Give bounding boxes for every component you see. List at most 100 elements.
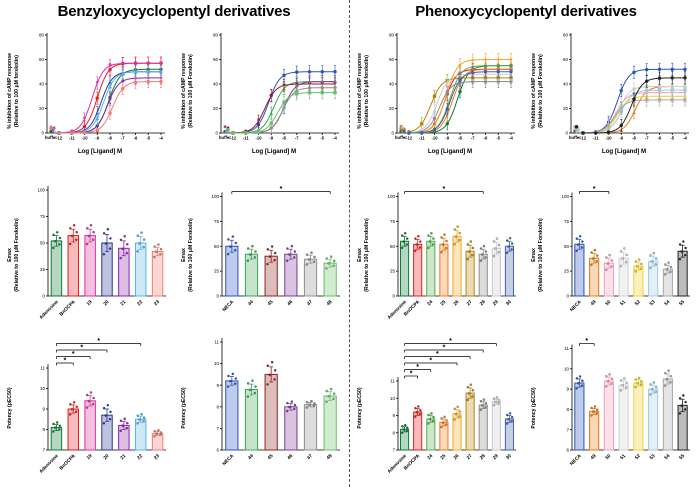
svg-text:8: 8 <box>392 430 395 435</box>
svg-text:20: 20 <box>39 106 45 111</box>
svg-text:7: 7 <box>392 448 395 453</box>
svg-text:-8: -8 <box>632 136 636 141</box>
svg-text:8: 8 <box>216 404 219 409</box>
svg-text:-5: -5 <box>496 136 500 141</box>
svg-text:-10: -10 <box>431 136 438 141</box>
svg-text:0: 0 <box>215 131 218 136</box>
svg-text:45: 45 <box>267 453 275 461</box>
svg-text:28: 28 <box>479 453 487 461</box>
chart-potency-phenoxy-neca: Potency (pEC50) 6 7 8 9 10 11 NECA 49 50 51 52 53 54… <box>528 332 698 484</box>
svg-text:Adenosine: Adenosine <box>38 299 60 321</box>
svg-text:22: 22 <box>136 453 144 461</box>
svg-text:-6: -6 <box>308 136 312 141</box>
svg-text:100: 100 <box>561 194 569 199</box>
emax-bar-plot: 0 25 50 75 100 NECA 44 45 46 47 48 * <box>211 186 340 313</box>
svg-text:51: 51 <box>619 299 627 307</box>
chart-potency-benzyloxy-adenosine: Potency (pEC50) 7 8 9 10 11 Adenosine BnOCPA 19… <box>4 332 174 484</box>
svg-text:-5: -5 <box>320 136 324 141</box>
emax-bar-plot: 0 25 50 75 100 Adenosine BnOCPA 19 20 21 22 23 <box>37 186 166 321</box>
svg-text:*: * <box>80 345 83 352</box>
svg-text:-10: -10 <box>255 136 262 141</box>
svg-text:Adenosine: Adenosine <box>386 453 408 475</box>
svg-text:50: 50 <box>40 241 46 246</box>
svg-text:25: 25 <box>390 269 396 274</box>
svg-text:NECA: NECA <box>221 453 235 467</box>
svg-text:-12: -12 <box>230 136 237 141</box>
svg-text:8: 8 <box>566 407 569 412</box>
svg-text:40: 40 <box>389 82 395 87</box>
svg-text:0: 0 <box>565 131 568 136</box>
svg-text:*: * <box>410 371 413 378</box>
svg-text:0: 0 <box>42 294 45 299</box>
svg-text:52: 52 <box>634 453 642 461</box>
svg-text:*: * <box>416 364 419 371</box>
svg-text:*: * <box>593 186 596 193</box>
svg-text:23: 23 <box>153 453 161 461</box>
svg-text:-5: -5 <box>670 136 674 141</box>
svg-text:-10: -10 <box>605 136 612 141</box>
svg-text:0: 0 <box>216 294 219 299</box>
svg-text:100: 100 <box>387 194 395 199</box>
x-axis-label: Log [Ligand] M <box>427 148 473 155</box>
svg-text:46: 46 <box>286 453 294 461</box>
y-axis-label: % inhibition of cAMP response (Relative … <box>531 53 544 129</box>
svg-text:60: 60 <box>213 57 219 62</box>
y-axis-label: Potency (pEC50) <box>181 387 187 429</box>
svg-text:40: 40 <box>39 82 45 87</box>
svg-text:-8: -8 <box>458 136 462 141</box>
svg-text:20: 20 <box>102 299 110 307</box>
svg-text:44: 44 <box>247 453 255 461</box>
svg-text:NECA: NECA <box>569 453 583 467</box>
svg-text:10: 10 <box>564 366 570 371</box>
chart-emax-benzyloxy-adenosine: Emax (Relative to 100 μM Forskolin) 0 25 5… <box>4 180 174 330</box>
svg-text:50: 50 <box>604 299 612 307</box>
potency-bar-plot: 6 7 8 9 10 11 NECA 49 50 51 52 53 54 55 * <box>564 338 690 467</box>
svg-text:-8: -8 <box>108 136 112 141</box>
svg-text:75: 75 <box>564 219 570 224</box>
svg-text:60: 60 <box>389 57 395 62</box>
svg-text:53: 53 <box>649 299 657 307</box>
svg-text:-12: -12 <box>56 136 63 141</box>
svg-text:BnOCPA: BnOCPA <box>58 299 77 318</box>
svg-text:9: 9 <box>216 383 219 388</box>
chart-emax-phenoxy-neca: Emax (Relative to 100 μM Forskolin) 0 25 5… <box>528 180 698 330</box>
svg-text:10: 10 <box>214 361 220 366</box>
svg-text:0: 0 <box>392 294 395 299</box>
svg-text:11: 11 <box>214 340 219 345</box>
svg-text:-6: -6 <box>134 136 138 141</box>
svg-text:55: 55 <box>678 453 686 461</box>
svg-text:47: 47 <box>306 453 314 461</box>
svg-text:*: * <box>443 345 446 352</box>
svg-text:20: 20 <box>563 106 569 111</box>
svg-text:0: 0 <box>391 131 394 136</box>
svg-text:-9: -9 <box>269 136 273 141</box>
svg-text:9: 9 <box>392 413 395 418</box>
svg-text:-7: -7 <box>121 136 125 141</box>
svg-text:-4: -4 <box>509 136 513 141</box>
svg-text:28: 28 <box>479 299 487 307</box>
svg-text:10: 10 <box>390 396 396 401</box>
svg-text:47: 47 <box>306 299 314 307</box>
svg-text:27: 27 <box>466 299 474 307</box>
svg-text:46: 46 <box>286 299 294 307</box>
svg-text:80: 80 <box>563 33 569 38</box>
svg-text:*: * <box>72 351 75 358</box>
svg-text:21: 21 <box>119 299 127 307</box>
svg-text:*: * <box>443 186 446 193</box>
svg-text:*: * <box>585 338 588 345</box>
svg-text:-12: -12 <box>580 136 587 141</box>
svg-text:-4: -4 <box>683 136 687 141</box>
svg-text:25: 25 <box>439 299 447 307</box>
svg-text:Adenosine: Adenosine <box>38 453 60 475</box>
chart-potency-benzyloxy-neca: Potency (pEC50) 6 7 8 9 10 11 NECA 44 45 46 47 48 <box>178 332 348 484</box>
svg-text:-9: -9 <box>619 136 623 141</box>
svg-text:48: 48 <box>326 453 334 461</box>
svg-text:21: 21 <box>119 453 127 461</box>
svg-text:-11: -11 <box>593 136 599 141</box>
svg-text:-7: -7 <box>471 136 475 141</box>
svg-text:20: 20 <box>213 106 219 111</box>
svg-text:7: 7 <box>566 427 569 432</box>
doseresponse-plot: 0 20 40 60 80 buffer -12 -11 -10 -9 -8 -7 -6 -5 -4 <box>39 33 165 141</box>
svg-text:48: 48 <box>326 299 334 307</box>
